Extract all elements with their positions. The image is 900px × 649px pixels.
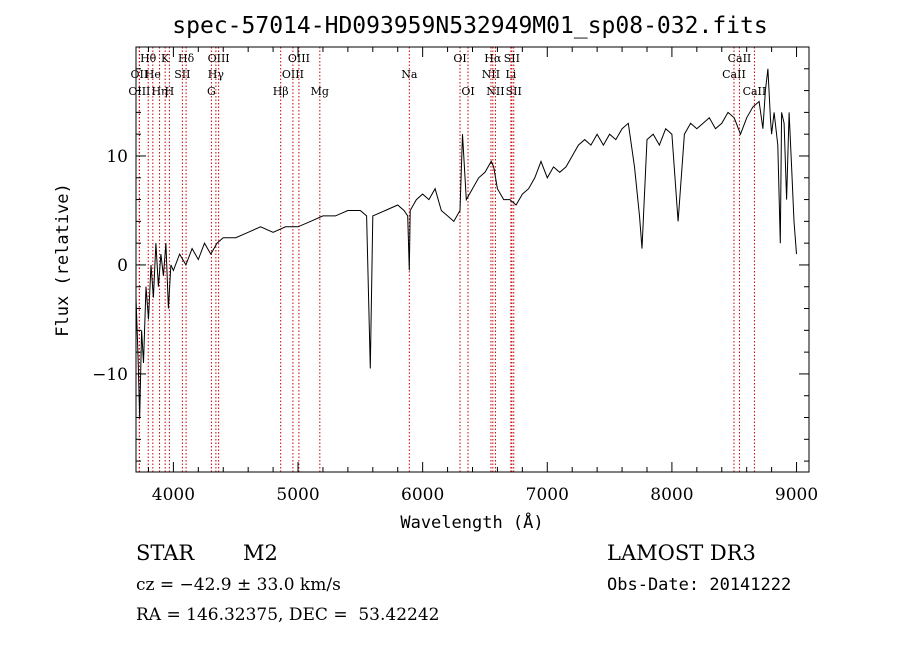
- x-axis-label: Wavelength (Å): [400, 511, 543, 533]
- subclass-label: M2: [243, 541, 278, 565]
- marker-label-11: G: [207, 85, 216, 98]
- class-label: STAR: [136, 541, 195, 565]
- marker-label-2: OIII: [128, 85, 150, 98]
- marker-label-6: H: [165, 85, 175, 98]
- marker-label-5: K: [161, 52, 170, 65]
- marker-label-17: OI: [453, 52, 466, 65]
- marker-label-0: Hθ: [140, 52, 157, 65]
- marker-label-24: SII: [506, 85, 522, 98]
- cz-text: cz = −42.9 ± 33.0 km/s: [136, 575, 341, 595]
- coords-text: RA = 146.32375, DEC = 53.42242: [136, 605, 440, 625]
- x-tick-label-8000: 8000: [650, 485, 693, 505]
- marker-label-12: Hβ: [273, 85, 289, 98]
- marker-label-27: CaII: [743, 85, 767, 98]
- flux-series-line: [135, 68, 797, 418]
- marker-label-3: He: [145, 68, 161, 81]
- marker-label-18: OI: [461, 85, 474, 98]
- marker-label-21: NII: [482, 68, 500, 81]
- spectral-line-labels: Hθ OII OIII He Hη K H Hδ SII OIII Hγ G Hβ OIII OIII Mg N…: [128, 52, 766, 98]
- axis-ticks: [136, 46, 809, 472]
- marker-label-4: Hη: [151, 85, 167, 98]
- y-tick-label-0: −10: [92, 365, 128, 385]
- marker-label-1: OII: [131, 68, 149, 81]
- marker-label-14: OIII: [282, 68, 304, 81]
- x-tick-label-9000: 9000: [775, 485, 818, 505]
- marker-label-22: Li: [505, 68, 516, 81]
- y-tick-label-1: 0: [117, 256, 128, 276]
- y-tick-label-2: 10: [106, 147, 128, 167]
- marker-label-26: CaII: [722, 68, 746, 81]
- spectral-line-markers: [138, 47, 755, 472]
- marker-label-20: SII: [504, 52, 520, 65]
- obs-date-text: Obs-Date: 20141222: [607, 575, 791, 595]
- marker-label-8: SII: [174, 68, 190, 81]
- x-tick-label-7000: 7000: [526, 485, 569, 505]
- x-tick-label-6000: 6000: [401, 485, 444, 505]
- marker-label-25: CaII: [728, 52, 752, 65]
- chart-title: spec-57014-HD093959N532949M01_sp08-032.f…: [172, 13, 767, 39]
- marker-label-23: NII: [486, 85, 504, 98]
- marker-label-16: Na: [401, 68, 418, 81]
- x-tick-label-4000: 4000: [152, 485, 195, 505]
- survey-label: LAMOST DR3: [607, 541, 756, 565]
- plot-frame: [135, 46, 810, 473]
- x-tick-label-5000: 5000: [276, 485, 319, 505]
- y-axis-label: Flux (relative): [53, 183, 73, 337]
- marker-label-7: Hδ: [178, 52, 195, 65]
- x-axis-tick-labels: 4000 5000 6000 7000 8000 9000: [152, 485, 818, 505]
- marker-label-13: OIII: [288, 52, 310, 65]
- y-axis-tick-labels: −10 0 10: [92, 147, 128, 385]
- marker-label-10: Hγ: [208, 68, 225, 81]
- marker-label-9: OIII: [208, 52, 230, 65]
- marker-label-19: Hα: [484, 52, 502, 65]
- marker-label-15: Mg: [311, 85, 329, 98]
